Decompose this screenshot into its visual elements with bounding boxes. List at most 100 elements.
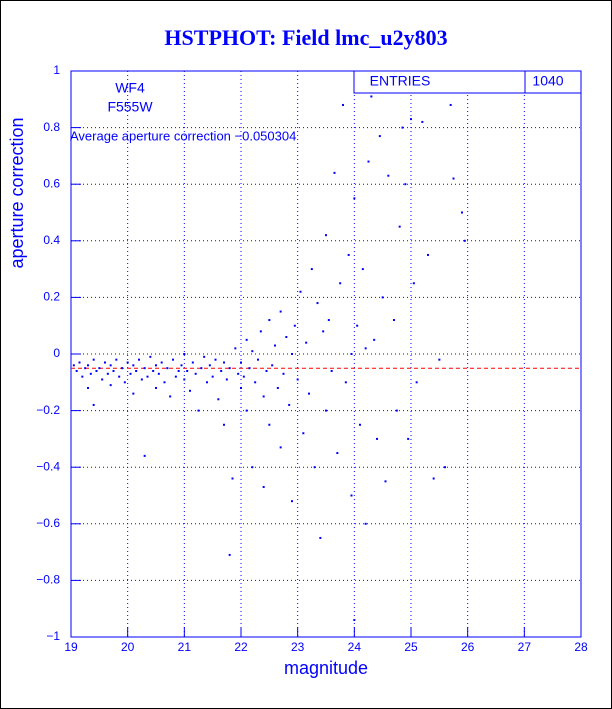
- point: [143, 367, 146, 370]
- point: [109, 384, 112, 387]
- x-tick-label: 24: [348, 640, 362, 654]
- point: [342, 103, 344, 106]
- point: [421, 120, 424, 123]
- point: [305, 341, 308, 344]
- x-tick-label: 21: [178, 640, 192, 654]
- point: [381, 296, 384, 299]
- point: [155, 364, 157, 367]
- x-tick-label: 23: [291, 640, 305, 654]
- point: [449, 103, 452, 106]
- point: [313, 466, 316, 469]
- point: [395, 409, 398, 412]
- y-axis-label: aperture correction: [7, 117, 27, 268]
- point: [95, 369, 98, 372]
- x-tick-label: 27: [518, 640, 532, 654]
- point: [356, 324, 359, 327]
- point: [268, 423, 271, 426]
- point: [87, 386, 89, 389]
- point: [126, 361, 129, 364]
- point: [296, 378, 299, 381]
- point: [444, 466, 446, 469]
- point: [319, 536, 322, 539]
- point: [208, 364, 211, 367]
- point: [140, 378, 143, 381]
- point: [189, 389, 191, 392]
- point: [240, 361, 242, 364]
- point: [353, 619, 356, 622]
- point: [98, 367, 101, 370]
- y-tick-label: −0.2: [36, 403, 60, 417]
- x-axis-label: magnitude: [284, 658, 368, 678]
- y-tick-label: −0.4: [36, 459, 60, 473]
- point: [92, 358, 95, 361]
- point: [367, 160, 370, 163]
- point: [353, 197, 356, 200]
- y-tick-label: 0.2: [43, 290, 60, 304]
- point: [172, 358, 174, 361]
- point: [308, 392, 310, 395]
- point: [359, 423, 361, 426]
- point: [259, 330, 262, 333]
- point: [407, 437, 410, 440]
- point: [220, 369, 223, 372]
- y-tick-label: 1: [53, 63, 60, 77]
- point: [78, 361, 81, 364]
- point: [291, 500, 293, 503]
- point: [223, 361, 225, 364]
- point: [242, 375, 245, 378]
- point: [373, 338, 376, 341]
- point: [194, 372, 197, 375]
- point: [271, 364, 274, 367]
- point: [291, 353, 293, 355]
- point: [72, 364, 75, 367]
- point: [310, 268, 313, 271]
- point: [81, 375, 84, 378]
- x-tick-label: 25: [404, 640, 418, 654]
- point: [101, 378, 104, 381]
- point: [183, 353, 186, 355]
- point: [84, 367, 87, 370]
- point: [121, 367, 123, 370]
- point: [211, 375, 214, 378]
- x-tick-label: 19: [64, 640, 78, 654]
- point: [191, 361, 194, 364]
- point: [262, 395, 265, 398]
- y-tick-label: −1: [46, 629, 60, 643]
- point: [234, 347, 237, 350]
- point: [461, 211, 463, 214]
- point: [186, 369, 189, 372]
- point: [245, 338, 248, 341]
- point: [251, 350, 254, 353]
- point: [240, 386, 242, 389]
- point: [262, 486, 265, 489]
- point: [248, 367, 251, 370]
- point: [132, 392, 135, 395]
- stats-label: ENTRIES: [370, 73, 431, 89]
- point: [268, 319, 271, 322]
- point: [350, 353, 353, 355]
- point: [169, 395, 172, 398]
- point: [118, 375, 121, 378]
- y-tick-label: 0.4: [43, 233, 60, 247]
- point: [197, 409, 200, 412]
- point: [143, 454, 146, 457]
- point: [410, 118, 412, 121]
- point: [217, 398, 220, 401]
- point: [104, 361, 106, 364]
- x-tick-label: 28: [574, 640, 588, 654]
- point: [361, 268, 364, 271]
- point: [322, 330, 325, 333]
- point: [237, 372, 240, 375]
- point: [157, 372, 160, 375]
- point: [404, 183, 407, 186]
- point: [265, 369, 268, 372]
- point: [149, 355, 152, 358]
- point: [183, 378, 186, 381]
- point: [132, 364, 135, 367]
- point: [432, 477, 435, 480]
- point: [274, 344, 276, 347]
- point: [163, 381, 166, 384]
- annotation: WF4: [115, 80, 145, 96]
- point: [350, 494, 353, 497]
